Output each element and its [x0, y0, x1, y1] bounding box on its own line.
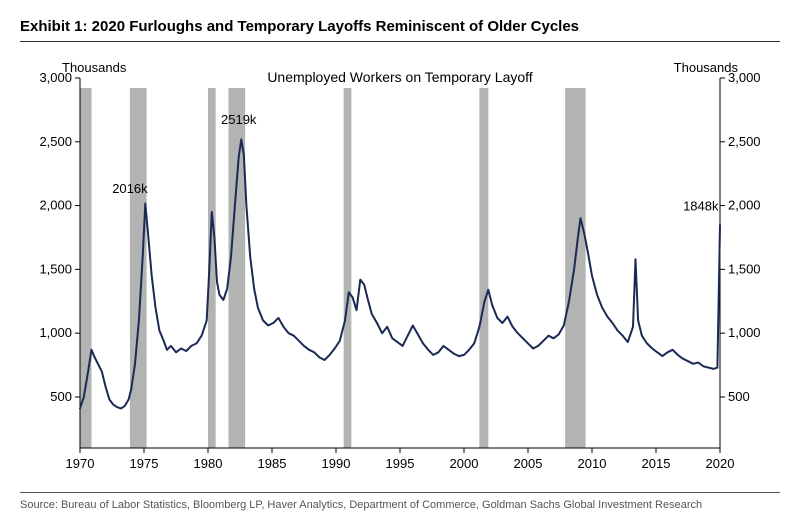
svg-text:1980: 1980 — [194, 456, 223, 471]
annotation-label: 2016k — [112, 181, 148, 196]
recession-band — [80, 88, 92, 448]
svg-text:2,500: 2,500 — [39, 134, 72, 149]
annotation-label: 2519k — [221, 112, 257, 127]
chart-svg: 500 500 1,000 1,000 1,500 1,500 2,000 2,000 2,50… — [20, 48, 780, 488]
svg-text:2,000: 2,000 — [39, 198, 72, 213]
y-right-label: Thousands — [674, 60, 739, 75]
recession-band — [344, 88, 352, 448]
svg-text:2005: 2005 — [514, 456, 543, 471]
svg-text:1,000: 1,000 — [39, 325, 72, 340]
y-left-label: Thousands — [62, 60, 127, 75]
svg-text:1975: 1975 — [130, 456, 159, 471]
svg-text:1,000: 1,000 — [728, 325, 761, 340]
recession-band — [565, 88, 585, 448]
svg-text:1990: 1990 — [322, 456, 351, 471]
svg-text:2010: 2010 — [578, 456, 607, 471]
recession-band — [130, 88, 147, 448]
svg-text:1,500: 1,500 — [728, 261, 761, 276]
svg-text:1995: 1995 — [386, 456, 415, 471]
svg-text:500: 500 — [728, 389, 750, 404]
svg-text:1,500: 1,500 — [39, 261, 72, 276]
chart-area: 500 500 1,000 1,000 1,500 1,500 2,000 2,000 2,50… — [20, 48, 780, 488]
svg-text:2,500: 2,500 — [728, 134, 761, 149]
svg-text:500: 500 — [50, 389, 72, 404]
chart-subtitle: Unemployed Workers on Temporary Layoff — [267, 69, 532, 85]
exhibit-container: Exhibit 1: 2020 Furloughs and Temporary … — [0, 0, 800, 531]
svg-text:1970: 1970 — [66, 456, 95, 471]
exhibit-title: Exhibit 1: 2020 Furloughs and Temporary … — [20, 18, 780, 42]
annotation-label: 1848k — [683, 199, 719, 214]
svg-text:2000: 2000 — [450, 456, 479, 471]
source-line: Source: Bureau of Labor Statistics, Bloo… — [20, 492, 780, 511]
svg-text:2020: 2020 — [706, 456, 735, 471]
recession-band — [479, 88, 488, 448]
svg-text:1985: 1985 — [258, 456, 287, 471]
svg-text:2015: 2015 — [642, 456, 671, 471]
svg-text:2,000: 2,000 — [728, 198, 761, 213]
